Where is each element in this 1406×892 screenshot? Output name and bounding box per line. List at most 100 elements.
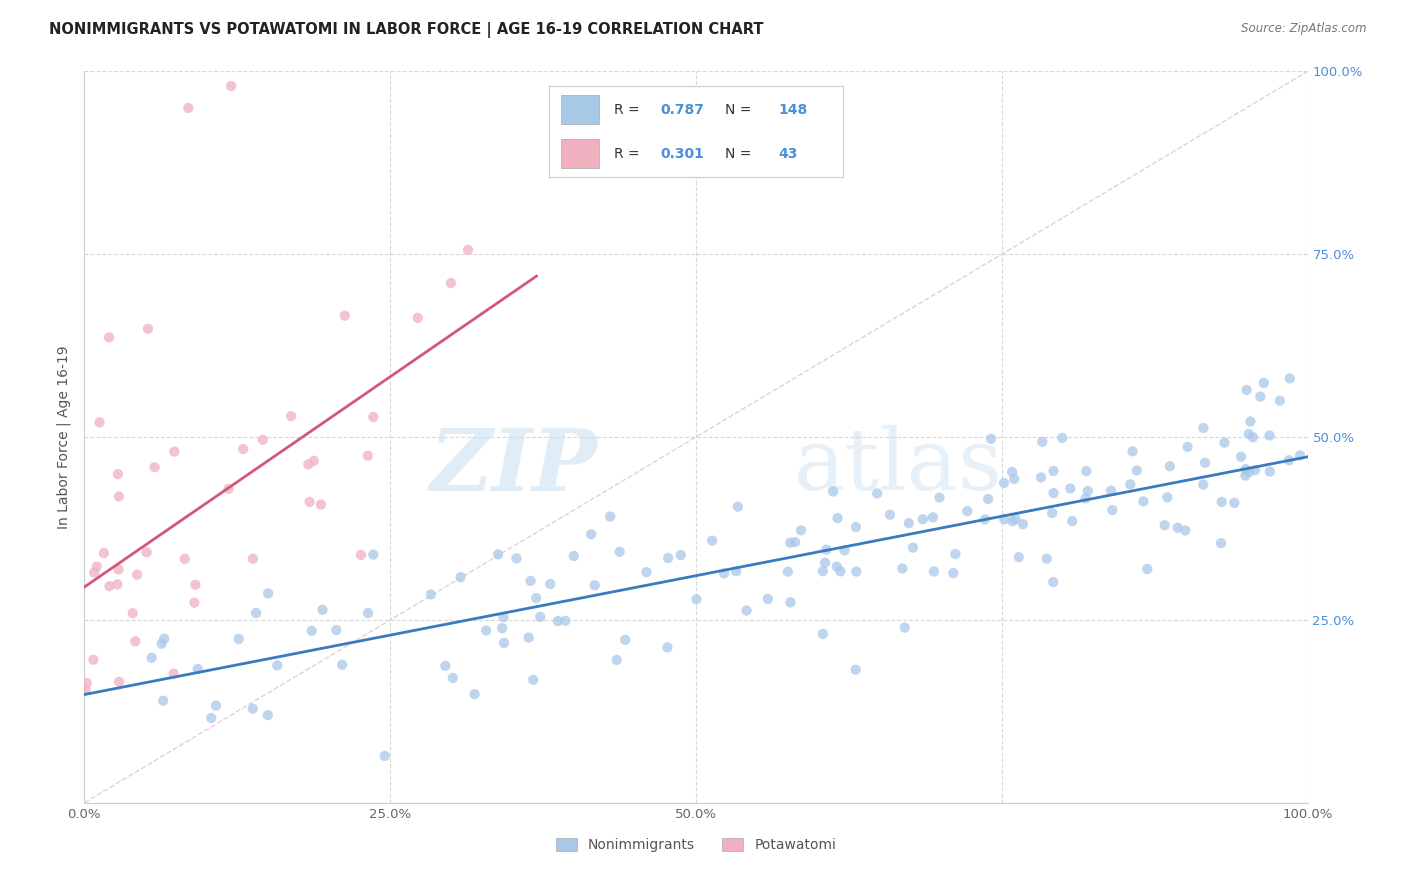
- Point: [107, 562, 129, 576]
- Point: [1223, 496, 1246, 510]
- Point: [1234, 468, 1257, 483]
- Point: [89, 415, 111, 429]
- Point: [583, 578, 606, 592]
- Point: [1258, 428, 1281, 442]
- Point: [1192, 421, 1215, 435]
- Text: NONIMMIGRANTS VS POTAWATOMI IN LABOR FORCE | AGE 16-19 CORRELATION CHART: NONIMMIGRANTS VS POTAWATOMI IN LABOR FOR…: [49, 22, 763, 38]
- Point: [725, 564, 748, 578]
- Point: [1031, 434, 1053, 449]
- Point: [183, 596, 205, 610]
- Point: [187, 662, 209, 676]
- Point: [1237, 465, 1260, 479]
- Point: [519, 574, 541, 588]
- Point: [891, 561, 914, 575]
- Point: [827, 511, 849, 525]
- Point: [866, 486, 889, 500]
- Point: [153, 632, 176, 646]
- Point: [505, 551, 527, 566]
- Point: [1012, 517, 1035, 532]
- Point: [1074, 491, 1097, 506]
- Point: [1076, 464, 1098, 478]
- Point: [1249, 390, 1271, 404]
- Point: [657, 640, 679, 655]
- Point: [785, 535, 807, 549]
- Point: [685, 592, 707, 607]
- Point: [492, 636, 515, 650]
- Point: [491, 621, 513, 635]
- Point: [825, 559, 848, 574]
- Point: [776, 565, 799, 579]
- Point: [974, 512, 997, 526]
- Point: [163, 666, 186, 681]
- Point: [911, 512, 934, 526]
- Point: [76, 676, 98, 690]
- Point: [1244, 463, 1267, 477]
- Point: [524, 591, 547, 605]
- Point: [657, 551, 679, 566]
- Point: [1122, 444, 1144, 458]
- Point: [811, 564, 834, 578]
- Point: [475, 624, 498, 638]
- Point: [756, 591, 779, 606]
- Point: [945, 547, 967, 561]
- Point: [450, 570, 472, 584]
- Point: [143, 460, 166, 475]
- Point: [790, 524, 813, 538]
- Point: [108, 674, 131, 689]
- Point: [136, 322, 159, 336]
- Point: [811, 627, 834, 641]
- Point: [82, 653, 104, 667]
- Point: [1177, 440, 1199, 454]
- Point: [280, 409, 302, 424]
- Point: [86, 559, 108, 574]
- Point: [242, 702, 264, 716]
- Point: [406, 310, 429, 325]
- Point: [257, 586, 280, 600]
- Point: [457, 243, 479, 257]
- Point: [363, 548, 385, 562]
- Point: [1042, 575, 1064, 590]
- Point: [125, 567, 148, 582]
- Point: [1002, 472, 1025, 486]
- Point: [821, 484, 844, 499]
- Point: [105, 577, 128, 591]
- Point: [350, 548, 373, 562]
- Point: [1192, 477, 1215, 491]
- Point: [529, 610, 551, 624]
- Point: [922, 510, 945, 524]
- Point: [562, 549, 585, 563]
- Point: [83, 566, 105, 580]
- Point: [1213, 435, 1236, 450]
- Point: [98, 330, 121, 344]
- Point: [1278, 371, 1301, 385]
- Point: [1042, 464, 1064, 478]
- Point: [141, 650, 163, 665]
- Point: [219, 78, 242, 93]
- Point: [1167, 521, 1189, 535]
- Point: [815, 542, 838, 557]
- Point: [547, 614, 569, 628]
- Point: [1234, 462, 1257, 476]
- Point: [702, 533, 724, 548]
- Point: [1230, 450, 1253, 464]
- Point: [486, 547, 509, 561]
- Point: [228, 632, 250, 646]
- Point: [606, 653, 628, 667]
- Point: [517, 631, 540, 645]
- Point: [1239, 414, 1261, 428]
- Point: [232, 442, 254, 456]
- Point: [441, 671, 464, 685]
- Point: [1253, 376, 1275, 390]
- Point: [200, 711, 222, 725]
- Point: [779, 535, 801, 549]
- Point: [1132, 494, 1154, 508]
- Point: [301, 624, 323, 638]
- Point: [121, 606, 143, 620]
- Point: [845, 663, 868, 677]
- Y-axis label: In Labor Force | Age 16-19: In Labor Force | Age 16-19: [56, 345, 72, 529]
- Point: [107, 467, 129, 482]
- Point: [1050, 431, 1073, 445]
- Point: [1136, 562, 1159, 576]
- Point: [897, 516, 920, 531]
- Point: [1156, 491, 1178, 505]
